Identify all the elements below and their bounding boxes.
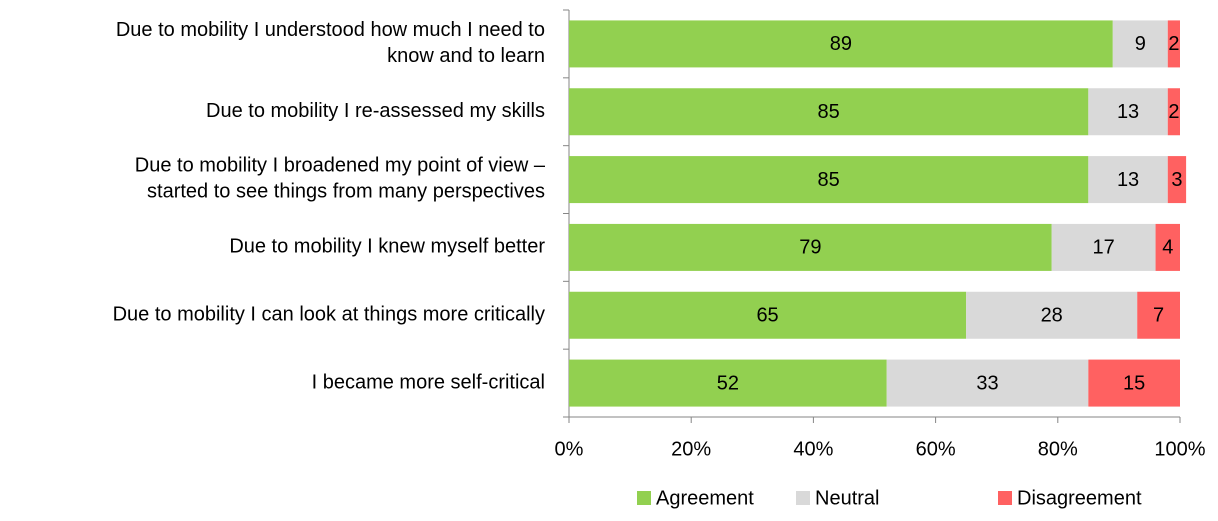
data-label: 33	[976, 372, 998, 394]
bar-segment	[569, 291, 967, 339]
legend-swatch	[998, 491, 1012, 505]
bar-segment	[1051, 223, 1156, 271]
data-label: 3	[1171, 169, 1182, 191]
x-tick-label: 60%	[916, 438, 956, 460]
bar-segment	[569, 359, 887, 407]
data-label: 79	[799, 237, 821, 259]
legend-swatch	[637, 491, 651, 505]
x-tick-label: 80%	[1038, 438, 1078, 460]
data-label: 4	[1162, 237, 1173, 259]
bar-segment	[1088, 88, 1168, 136]
data-label: 13	[1117, 169, 1139, 191]
bar-segment	[886, 359, 1089, 407]
data-label: 15	[1123, 372, 1145, 394]
y-tick-label: I became more self-critical	[312, 371, 545, 393]
legend-label: Disagreement	[1017, 487, 1142, 509]
legend-label: Agreement	[656, 487, 754, 509]
bar-segment	[1088, 156, 1168, 204]
y-tick-label: Due to mobility I re-assessed my skills	[206, 100, 545, 122]
bar-segment	[1155, 223, 1180, 271]
legend-swatch	[796, 491, 810, 505]
bar-segment	[569, 223, 1052, 271]
legend-label: Neutral	[815, 487, 879, 509]
bar-segment	[1167, 88, 1180, 136]
data-label: 85	[818, 101, 840, 123]
bar-segment	[569, 156, 1089, 204]
x-tick-label: 20%	[671, 438, 711, 460]
data-label: 9	[1135, 33, 1146, 55]
x-tick-label: 40%	[793, 438, 833, 460]
bar-segment	[569, 88, 1089, 136]
bar-segment	[569, 20, 1113, 68]
bar-segment	[1167, 156, 1187, 204]
bar-segment	[966, 291, 1138, 339]
data-label: 28	[1041, 305, 1063, 327]
data-label: 17	[1093, 237, 1115, 259]
data-label: 52	[717, 372, 739, 394]
y-tick-label: Due to mobility I knew myself better	[229, 236, 545, 258]
y-tick-label: Due to mobility I understood how much I …	[116, 19, 545, 67]
data-label: 2	[1168, 33, 1179, 55]
bar-segment	[1167, 20, 1180, 68]
y-tick-label: Due to mobility I can look at things mor…	[113, 304, 545, 326]
data-label: 89	[830, 33, 852, 55]
bar-segment	[1088, 359, 1180, 407]
data-label: 85	[818, 169, 840, 191]
x-tick-label: 100%	[1154, 438, 1205, 460]
data-label: 13	[1117, 101, 1139, 123]
data-label: 65	[756, 305, 778, 327]
bar-segment	[1137, 291, 1180, 339]
data-label: 7	[1153, 305, 1164, 327]
x-tick-label: 0%	[555, 438, 584, 460]
bar-segment	[1112, 20, 1168, 68]
y-tick-label: Due to mobility I broadened my point of …	[135, 155, 546, 203]
data-label: 2	[1168, 101, 1179, 123]
